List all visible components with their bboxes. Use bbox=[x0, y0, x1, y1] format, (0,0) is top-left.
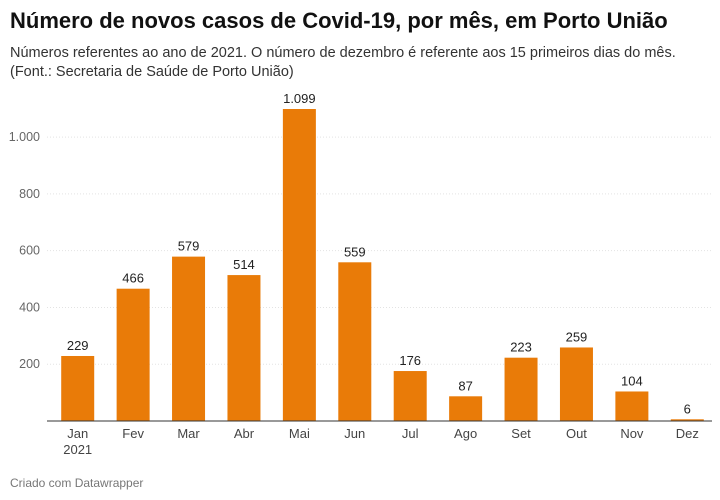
bar-value-label: 104 bbox=[621, 373, 643, 388]
bar-value-label: 514 bbox=[233, 257, 255, 272]
bar bbox=[504, 357, 538, 421]
bar bbox=[393, 371, 427, 421]
bar-value-label: 229 bbox=[67, 338, 89, 353]
bar bbox=[172, 256, 206, 421]
x-tick-label: Mai bbox=[289, 426, 310, 441]
x-tick-label: Jan bbox=[67, 426, 88, 441]
x-tick-label: Dez bbox=[676, 426, 699, 441]
x-tick-label: Mar bbox=[177, 426, 200, 441]
bar bbox=[282, 109, 316, 421]
x-tick-label: Jun bbox=[344, 426, 365, 441]
bar-value-label: 259 bbox=[566, 329, 588, 344]
bar bbox=[559, 347, 593, 421]
footer-credit: Criado com Datawrapper bbox=[10, 476, 144, 490]
bar-value-label: 223 bbox=[510, 340, 532, 355]
bar-value-label: 1.099 bbox=[283, 91, 316, 106]
y-tick-label: 400 bbox=[19, 300, 40, 314]
chart-subtitle: Números referentes ao ano de 2021. O núm… bbox=[10, 45, 676, 80]
x-tick-label: Fev bbox=[122, 426, 144, 441]
x-tick-sublabel: 2021 bbox=[63, 442, 92, 457]
x-tick-label: Abr bbox=[234, 426, 255, 441]
chart-title: Número de novos casos de Covid-19, por m… bbox=[10, 8, 668, 33]
bar bbox=[61, 355, 95, 421]
y-tick-label: 200 bbox=[19, 357, 40, 371]
y-tick-label: 600 bbox=[19, 244, 40, 258]
bar-value-label: 87 bbox=[458, 378, 472, 393]
y-tick-label: 1.000 bbox=[9, 130, 40, 144]
x-tick-label: Out bbox=[566, 426, 587, 441]
x-tick-label: Jul bbox=[402, 426, 419, 441]
bar-value-label: 6 bbox=[684, 401, 691, 416]
x-tick-label: Nov bbox=[620, 426, 644, 441]
bar bbox=[449, 396, 483, 421]
x-tick-label: Ago bbox=[454, 426, 477, 441]
bar bbox=[670, 419, 704, 421]
bar-value-label: 579 bbox=[178, 239, 200, 254]
bar-value-label: 176 bbox=[399, 353, 421, 368]
bar bbox=[116, 288, 150, 421]
bar bbox=[338, 262, 372, 421]
bar bbox=[615, 391, 649, 421]
bar bbox=[227, 275, 261, 421]
y-tick-label: 800 bbox=[19, 187, 40, 201]
x-tick-label: Set bbox=[511, 426, 531, 441]
bar-value-label: 466 bbox=[122, 271, 144, 286]
bar-value-label: 559 bbox=[344, 244, 366, 259]
